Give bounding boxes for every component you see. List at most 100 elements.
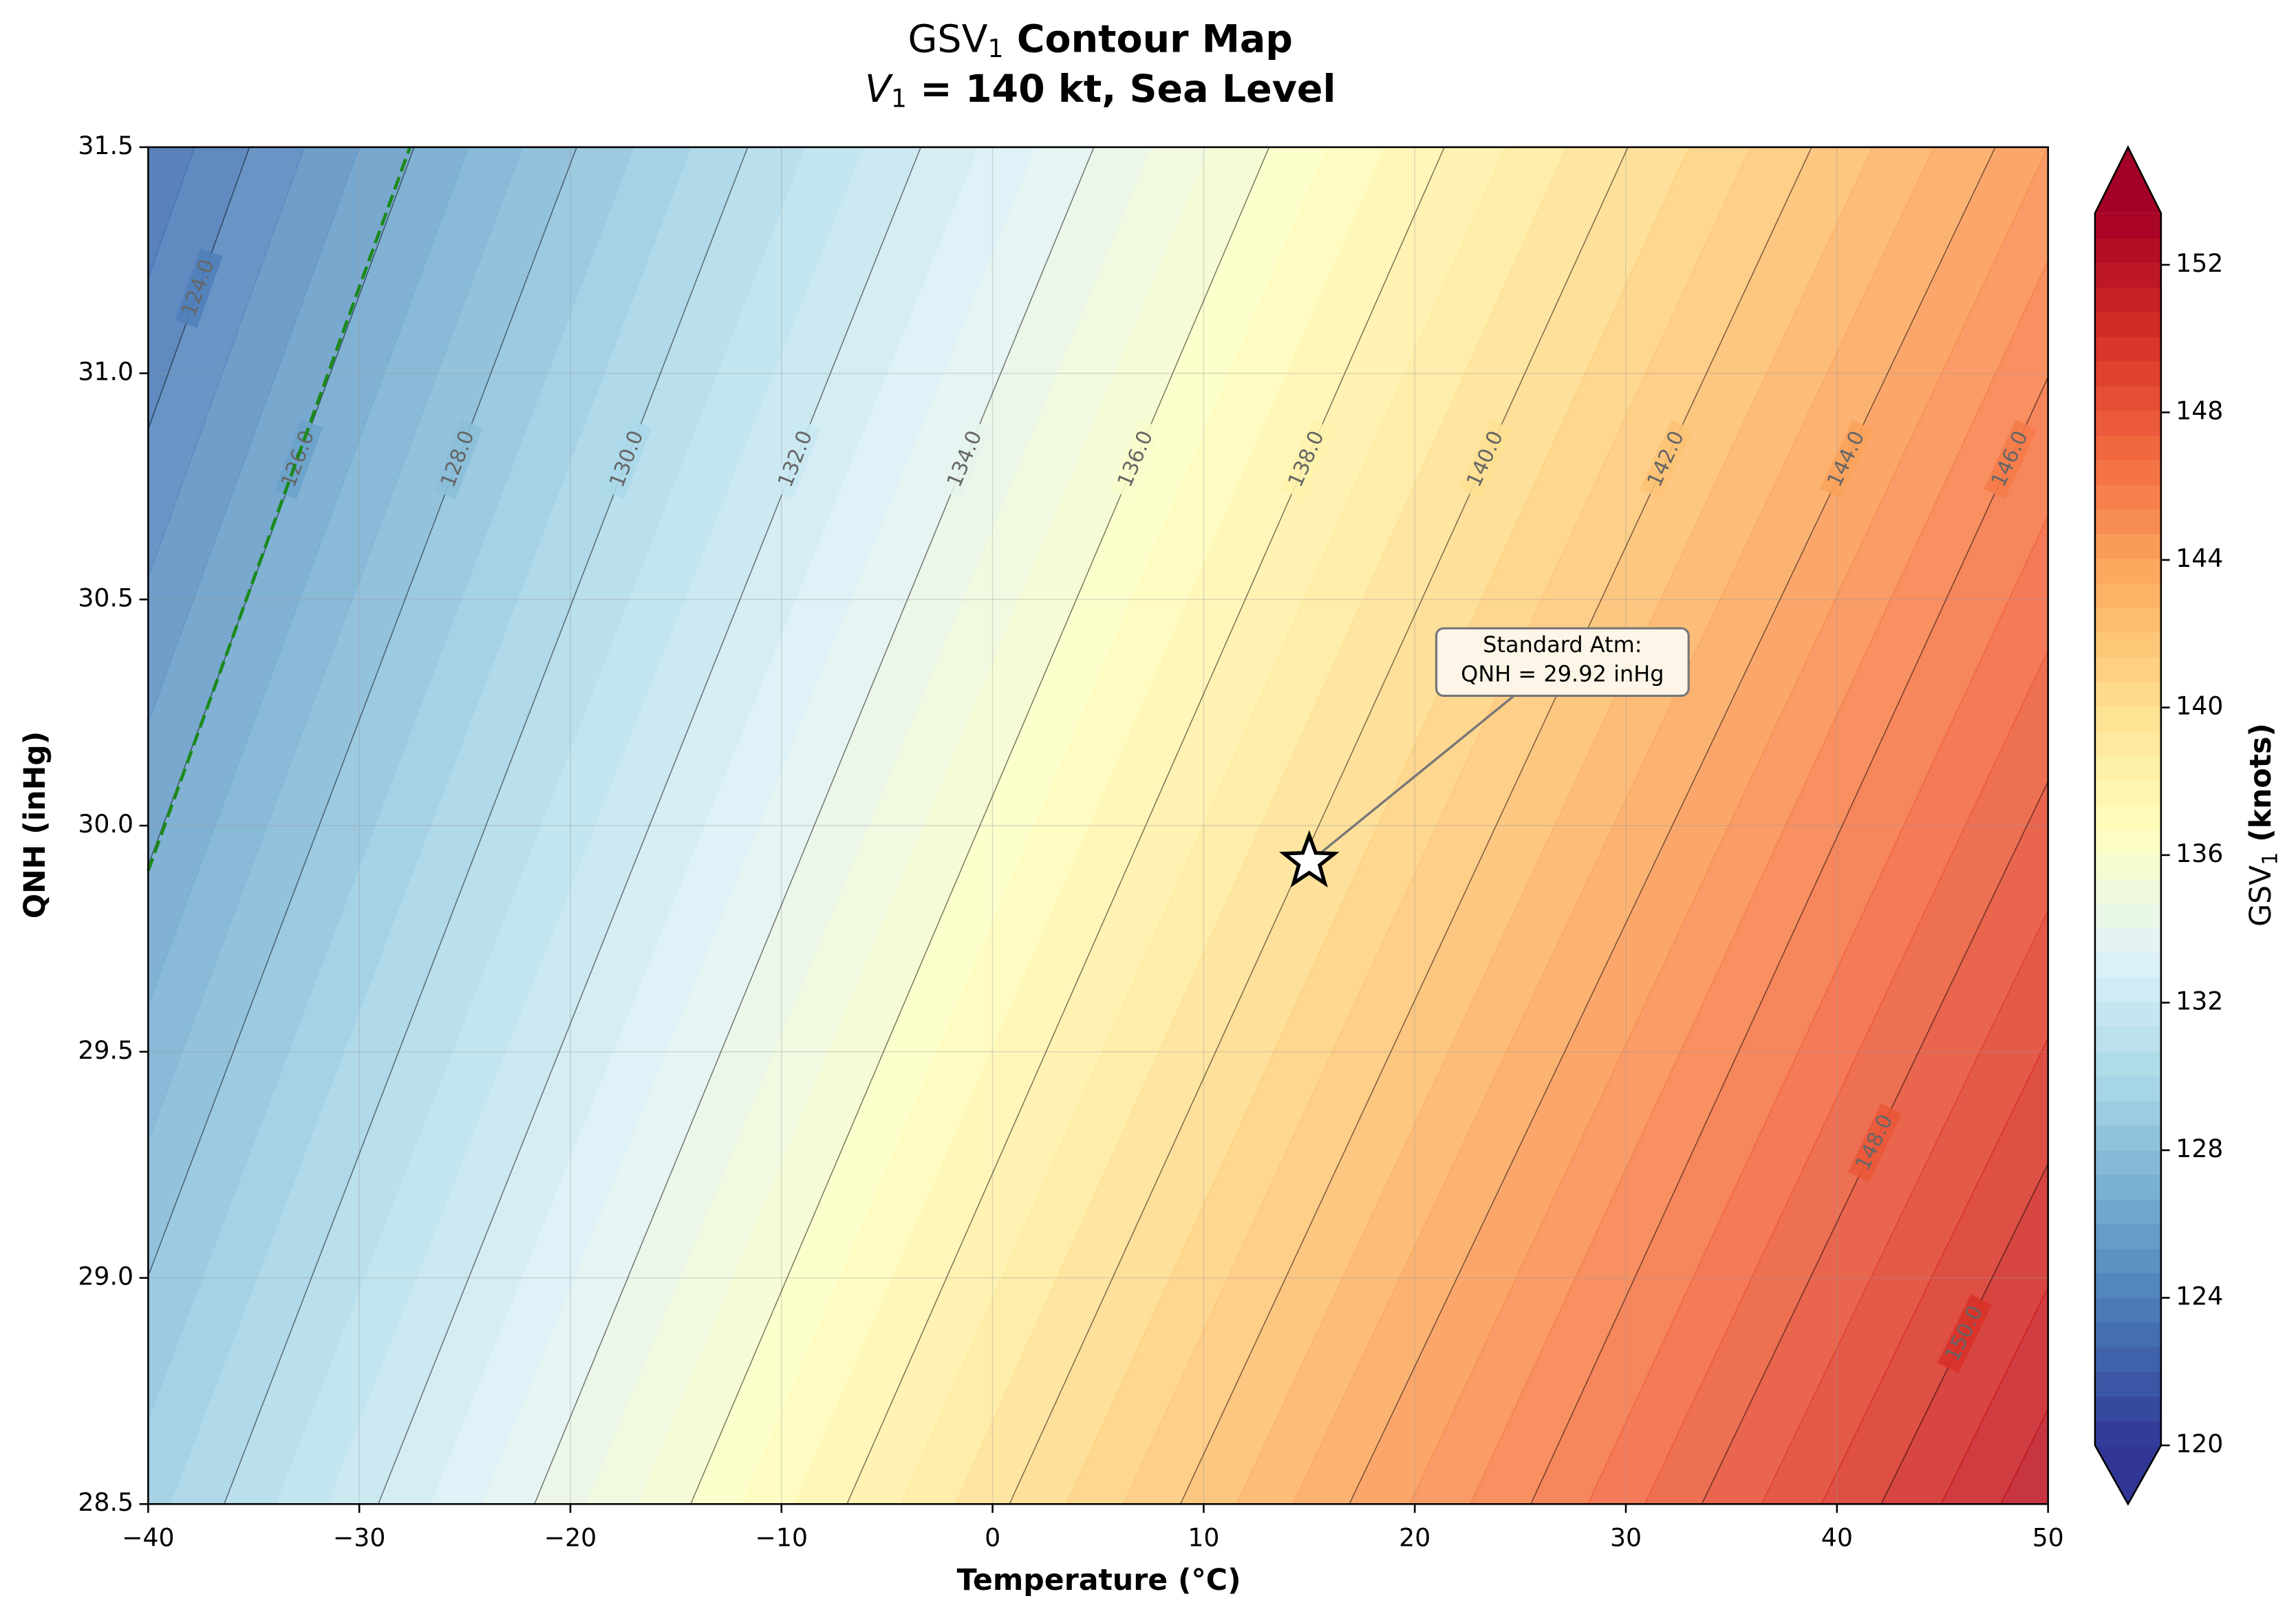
contour-line: [224, 147, 749, 1505]
contour-fill: [1122, 147, 1812, 1505]
contour-fill: [1236, 147, 1935, 1505]
contour-fill: [169, 147, 749, 1505]
colorbar-segment: [2094, 607, 2161, 633]
colorbar-segment: [2094, 508, 2161, 535]
colorbar-segment: [2094, 656, 2161, 682]
colorbar-segment: [2094, 1150, 2161, 1175]
contour-label-gap: [771, 419, 822, 499]
contour-fill: [2000, 1408, 2048, 1505]
colorbar-segment: [2094, 1421, 2161, 1446]
colorbar-segment: [2094, 484, 2161, 510]
colorbar-extend-bottom: [2094, 1445, 2161, 1505]
chart-title: GSV1 Contour Map: [908, 18, 1292, 64]
colorbar-segment: [2094, 287, 2161, 313]
contour-fill: [1761, 909, 2048, 1505]
colorbar-segment: [2094, 460, 2161, 485]
contour-label-gap: [1819, 420, 1874, 499]
contour-line: [1701, 780, 2048, 1505]
contour-line: [690, 147, 1270, 1505]
colorbar-segment: [2094, 1223, 2161, 1249]
x-tick-label: 0: [985, 1522, 1000, 1552]
x-tick-label: −40: [122, 1522, 174, 1552]
colorbar-segment: [2094, 1198, 2161, 1225]
contour-fill: [954, 147, 1629, 1505]
colorbar-segment: [2094, 1322, 2161, 1348]
colorbar-tick-label: 120: [2176, 1429, 2223, 1458]
x-tick-label: −10: [755, 1522, 808, 1552]
annotation-layer: Standard Atm: QNH = 29.92 inHg: [147, 147, 1690, 887]
colorbar-segment: [2094, 903, 2161, 929]
colorbar-segment: [2094, 1248, 2161, 1274]
contour-fill: [148, 147, 691, 1505]
colorbar-segment: [2094, 558, 2161, 584]
colorbar-segment: [2094, 312, 2161, 337]
colorbar-tick-label: 128: [2176, 1134, 2223, 1163]
colorbar-segment: [2094, 1174, 2161, 1200]
contour-label-gap: [1937, 1294, 1993, 1374]
colorbar-tick-label: 148: [2176, 396, 2223, 425]
contour-line: [1880, 1162, 2048, 1505]
y-tick-label: 29.0: [78, 1262, 133, 1291]
y-tick-label: 29.5: [78, 1035, 133, 1065]
contour-label-gap: [1110, 419, 1162, 499]
x-tick-label: 50: [2032, 1522, 2064, 1552]
x-tick-label: 40: [1821, 1522, 1853, 1552]
contour-label-gap: [175, 248, 223, 328]
annotation-text: Standard Atm:: [1483, 632, 1642, 658]
colorbar-segment: [2094, 1371, 2161, 1397]
annotation-arrow: [1314, 695, 1515, 859]
colorbar-segment: [2094, 879, 2161, 904]
colorbar-segment: [2094, 1396, 2161, 1422]
contour-fill: [638, 147, 1270, 1505]
colorbar-segment: [2094, 977, 2161, 1003]
subtitle-part: = 140 kt, Sea Level: [907, 67, 1336, 111]
colorbar-tick-label: 144: [2176, 543, 2223, 573]
y-tick-label: 30.5: [78, 583, 133, 612]
contour-line: [1530, 376, 2048, 1505]
contour-label-gap: [939, 419, 991, 499]
colorbar-label: GSV1 (knots): [2243, 723, 2282, 927]
colorbar-segment: [2094, 681, 2161, 707]
contour-fill: [742, 147, 1387, 1505]
contour-line: [148, 147, 577, 1278]
colorbar-segment: [2094, 952, 2161, 978]
contour-fill: [1940, 1286, 2048, 1505]
annotation-box: [1435, 627, 1690, 697]
contour-line: [1349, 147, 1996, 1505]
colorbar: 120 124 128 132 136 140 144 148 152: [2094, 145, 2223, 1506]
colorbar-segment: [2094, 1273, 2161, 1298]
colorbar-label-subscript: 1: [2258, 852, 2282, 865]
colorbar-label-part: GSV: [2243, 865, 2277, 927]
colorbar-segment: [2094, 1346, 2161, 1372]
contour-line: [1179, 147, 1812, 1505]
colorbar-segment: [2094, 237, 2161, 263]
contour-line: [378, 147, 921, 1505]
x-tick-label: −20: [544, 1522, 597, 1552]
y-axis-label: QNH (inHg): [18, 731, 52, 919]
colorbar-tick-label: 140: [2176, 691, 2223, 720]
x-axis-label: Temperature (°C): [957, 1563, 1241, 1597]
contour-fill: [1409, 147, 2048, 1505]
colorbar-segment: [2094, 360, 2161, 387]
x-tick-label: −30: [333, 1522, 385, 1552]
reference-line: [147, 147, 412, 872]
colorbar-tick-label: 124: [2176, 1281, 2223, 1311]
contour-fill: [1821, 1037, 2048, 1505]
standard-point-marker: [1278, 830, 1340, 887]
colorbar-tick-label: 152: [2176, 248, 2223, 278]
contour-fill: [1644, 649, 2048, 1505]
contour-fill: [429, 147, 1037, 1505]
colorbar-segment: [2094, 779, 2161, 806]
colorbar-segment: [2094, 854, 2161, 879]
x-tick-label: 10: [1188, 1522, 1219, 1552]
colorbar-segment: [2094, 1002, 2161, 1027]
colorbar-segment: [2094, 1100, 2161, 1126]
x-tick-label: 20: [1399, 1522, 1430, 1552]
contour-fill: [326, 147, 922, 1505]
colorbar-segment: [2094, 1051, 2161, 1077]
contour-label-gap: [1984, 420, 2037, 499]
contour-label-gap: [1280, 419, 1333, 499]
colorbar-segment: [2094, 927, 2161, 954]
